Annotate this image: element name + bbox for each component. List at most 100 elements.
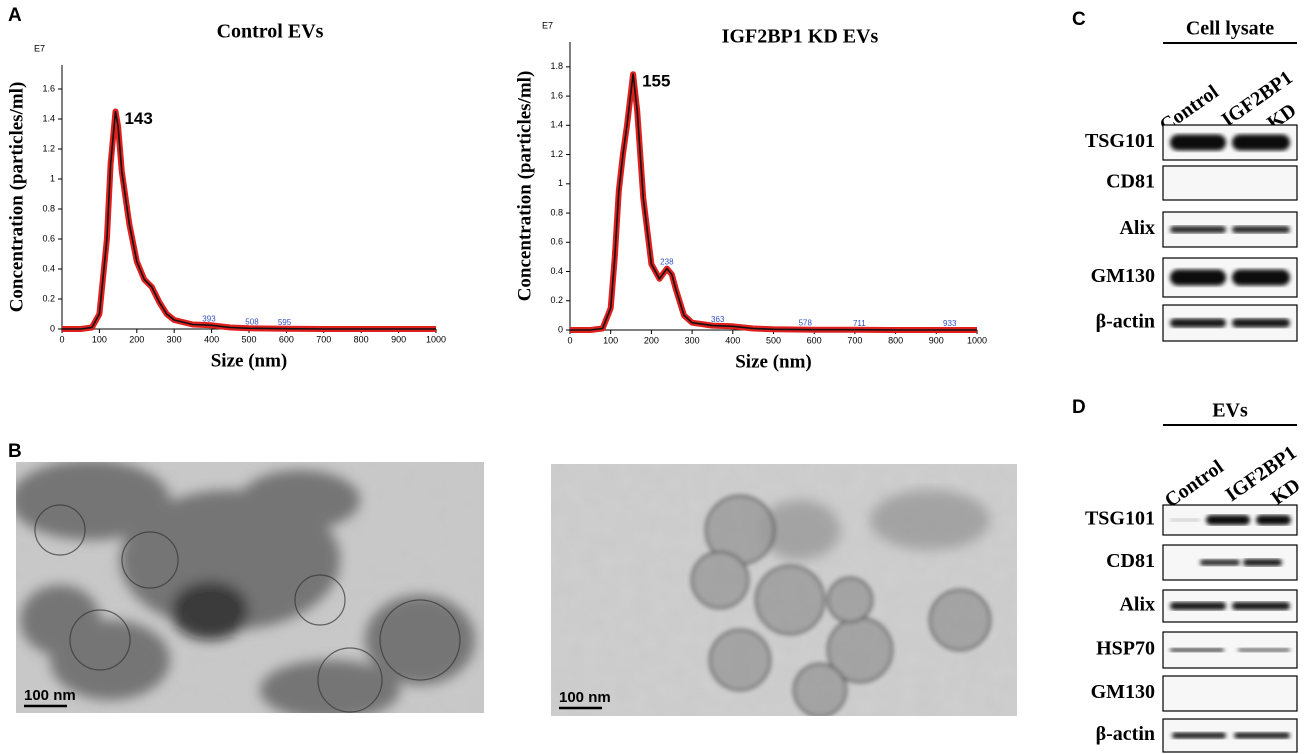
y-tick-label: 1.6 <box>42 83 55 93</box>
lane-label: Control <box>1161 456 1228 512</box>
blot-band <box>1232 269 1290 286</box>
y-tick-label: 1.4 <box>550 120 563 130</box>
minor-peak-label: 238 <box>660 258 674 267</box>
y-tick-label: 1 <box>50 173 55 183</box>
y-tick-label: 0.8 <box>42 203 55 213</box>
x-tick-label: 400 <box>204 334 219 344</box>
y-tick-label: 1 <box>558 178 563 188</box>
y-tick-label: 0 <box>50 323 55 333</box>
blot-band <box>1170 134 1226 151</box>
y-axis-label: Concentration (particles/ml) <box>514 71 535 302</box>
panel-label: C <box>1072 9 1086 30</box>
y-tick-label: 0.4 <box>42 263 55 273</box>
blot-band <box>1172 732 1226 739</box>
error-band <box>62 108 436 332</box>
x-tick-label: 500 <box>241 334 256 344</box>
blot-band <box>1170 269 1226 286</box>
row-label: Alix <box>1119 217 1155 239</box>
blot-band <box>1238 648 1290 652</box>
x-tick-label: 1000 <box>426 334 446 344</box>
y-tick-label: 0.8 <box>550 207 563 217</box>
x-tick-label: 200 <box>129 334 144 344</box>
chart-title: IGF2BP1 KD EVs <box>722 26 879 48</box>
y-axis-label: Concentration (particles/ml) <box>6 82 27 313</box>
blot-band <box>1170 226 1226 233</box>
row-label: HSP70 <box>1096 638 1155 660</box>
blot-band <box>1232 226 1290 233</box>
blot-band <box>1232 318 1290 328</box>
minor-peak-label: 711 <box>853 319 866 328</box>
tem-image <box>551 464 1017 716</box>
x-tick-label: 600 <box>279 334 294 344</box>
minor-peak-label: 363 <box>711 315 725 324</box>
x-tick-label: 900 <box>929 335 944 345</box>
y-tick-label: 0.2 <box>42 293 55 303</box>
y-tick-label: 0.6 <box>550 237 563 247</box>
row-label: GM130 <box>1091 265 1155 287</box>
x-tick-label: 100 <box>92 334 107 344</box>
row-label: β-actin <box>1096 723 1155 745</box>
y-tick-label: 1.6 <box>550 90 563 100</box>
x-tick-label: 600 <box>807 335 822 345</box>
minor-peak-label: 578 <box>799 319 813 328</box>
blot-band <box>1232 602 1290 610</box>
peak-label: 155 <box>642 72 670 91</box>
x-tick-label: 500 <box>766 335 781 345</box>
row-label: Alix <box>1119 594 1155 616</box>
minor-peak-label: 393 <box>202 314 216 323</box>
error-band <box>570 71 977 333</box>
x-tick-label: 0 <box>59 334 64 344</box>
row-label: CD81 <box>1106 171 1155 193</box>
x-tick-label: 100 <box>603 335 618 345</box>
panel-label: A <box>8 5 22 26</box>
y-multiplier: E7 <box>34 43 45 53</box>
y-tick-label: 1.2 <box>42 143 55 153</box>
chart-title: Control EVs <box>217 21 324 43</box>
x-tick-label: 400 <box>725 335 740 345</box>
blot-band <box>1256 515 1291 525</box>
x-tick-label: 900 <box>391 334 406 344</box>
blot-band <box>1170 518 1200 522</box>
row-label: CD81 <box>1106 550 1155 572</box>
data-line <box>62 110 436 330</box>
peak-label: 143 <box>124 109 152 128</box>
blot-band <box>1206 515 1250 525</box>
x-tick-label: 800 <box>354 334 369 344</box>
x-tick-label: 1000 <box>967 335 987 345</box>
minor-peak-label: 595 <box>278 318 292 327</box>
tem-image <box>16 462 484 713</box>
x-tick-label: 700 <box>316 334 331 344</box>
minor-peak-label: 933 <box>943 319 957 328</box>
blot-band <box>1200 559 1240 566</box>
blot-band <box>1234 732 1290 739</box>
blot-box <box>1162 675 1298 712</box>
row-label: β-actin <box>1096 311 1155 333</box>
blot-band <box>1170 602 1226 610</box>
blot-box <box>1162 165 1298 201</box>
y-tick-label: 0 <box>558 324 563 334</box>
row-label: GM130 <box>1091 681 1155 703</box>
x-tick-label: 300 <box>167 334 182 344</box>
scale-bar-label: 100 nm <box>24 687 76 704</box>
scale-bar-label: 100 nm <box>559 689 611 706</box>
blot-band <box>1170 648 1224 652</box>
x-tick-label: 700 <box>847 335 862 345</box>
blot-header: EVs <box>1212 400 1248 422</box>
y-tick-label: 1.8 <box>550 61 563 71</box>
data-line <box>570 73 977 331</box>
x-tick-label: 200 <box>644 335 659 345</box>
blot-band <box>1243 559 1282 566</box>
panel-label: D <box>1072 397 1086 418</box>
y-tick-label: 0.6 <box>42 233 55 243</box>
row-label: TSG101 <box>1085 508 1155 530</box>
x-tick-label: 300 <box>685 335 700 345</box>
blot-header: Cell lysate <box>1186 18 1274 40</box>
y-tick-label: 0.2 <box>550 295 563 305</box>
x-axis-label: Size (nm) <box>211 350 288 371</box>
blot-band <box>1170 318 1226 328</box>
row-label: TSG101 <box>1085 130 1155 152</box>
y-tick-label: 0.4 <box>550 266 563 276</box>
blot-band <box>1232 134 1290 151</box>
minor-peak-label: 508 <box>245 317 259 326</box>
